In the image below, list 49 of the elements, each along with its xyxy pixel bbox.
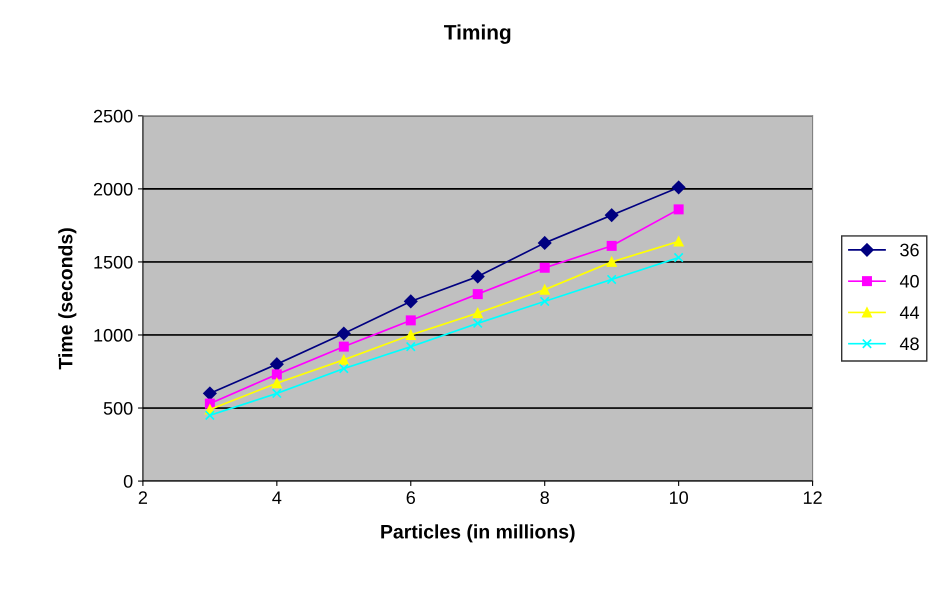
point bbox=[540, 262, 550, 273]
point bbox=[606, 240, 617, 251]
x-tick-label: 12 bbox=[804, 491, 822, 504]
x-tick-label: 4 bbox=[272, 491, 282, 504]
point bbox=[272, 369, 282, 380]
point bbox=[674, 236, 684, 246]
point bbox=[404, 294, 418, 308]
legend-label: 40 bbox=[900, 274, 919, 288]
point bbox=[338, 354, 349, 365]
point bbox=[272, 388, 282, 398]
legend-label: 48 bbox=[900, 337, 919, 350]
point bbox=[406, 330, 416, 340]
x-tick-label: 10 bbox=[670, 491, 688, 504]
point bbox=[538, 236, 552, 250]
y-tick-label: 2000 bbox=[94, 182, 132, 196]
point bbox=[337, 326, 351, 340]
y-tick-label: 1500 bbox=[94, 256, 132, 269]
point bbox=[270, 357, 284, 371]
point bbox=[672, 180, 686, 194]
point bbox=[204, 410, 215, 420]
point bbox=[604, 208, 618, 222]
x-tick-label: 6 bbox=[406, 491, 415, 504]
x-axis-title: Particles (in millions) bbox=[381, 524, 575, 542]
point bbox=[674, 252, 684, 263]
point bbox=[406, 315, 416, 326]
point bbox=[472, 289, 483, 300]
point bbox=[606, 274, 617, 284]
point bbox=[338, 342, 349, 352]
y-tick-label: 500 bbox=[104, 402, 132, 415]
point bbox=[203, 386, 217, 400]
point bbox=[606, 256, 617, 267]
point bbox=[540, 284, 550, 295]
y-tick-label: 2500 bbox=[94, 110, 132, 123]
legend-label: 44 bbox=[900, 306, 920, 319]
point bbox=[406, 342, 416, 352]
chart-title: Timing bbox=[444, 24, 510, 44]
y-tick-label: 1000 bbox=[94, 328, 132, 342]
y-axis-title: Time (seconds) bbox=[58, 228, 76, 370]
point bbox=[272, 378, 282, 388]
legend-label: 36 bbox=[900, 244, 919, 256]
point bbox=[472, 308, 483, 318]
x-tick-label: 8 bbox=[540, 491, 549, 504]
point bbox=[540, 296, 550, 306]
point bbox=[338, 364, 349, 374]
point bbox=[472, 318, 483, 328]
y-tick-label: 0 bbox=[124, 475, 132, 488]
point bbox=[471, 270, 484, 284]
x-tick-label: 2 bbox=[138, 491, 148, 504]
point bbox=[674, 204, 684, 214]
